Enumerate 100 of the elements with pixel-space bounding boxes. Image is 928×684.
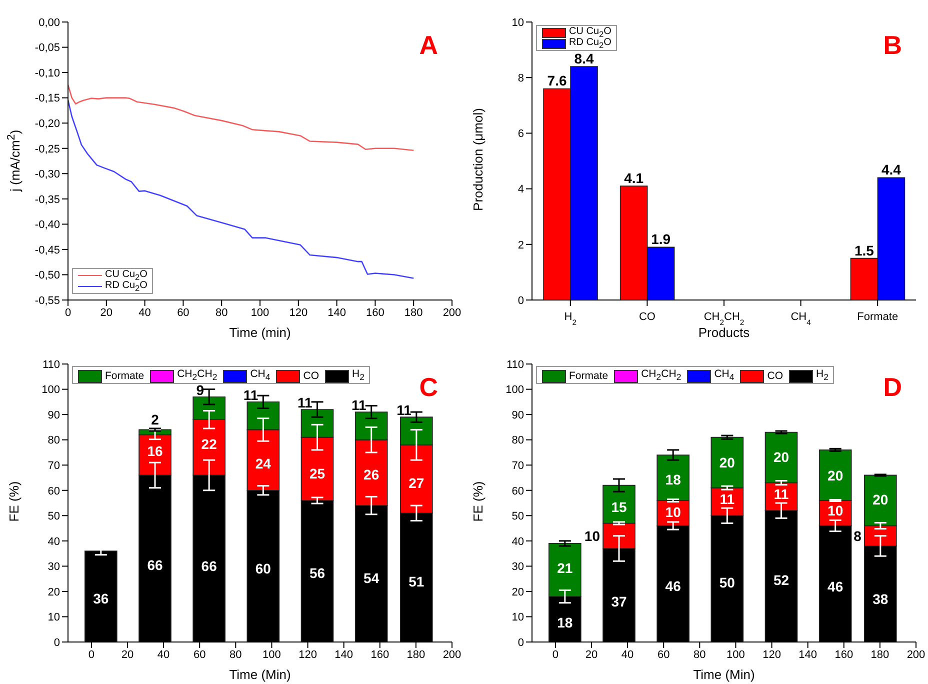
x-tick-label: 20	[585, 648, 598, 661]
y-tick-label: 70	[48, 460, 60, 472]
y-tick-label: -0,55	[34, 294, 60, 307]
data-label: 18	[665, 472, 682, 488]
legend-label: H$_{2}$	[816, 368, 828, 382]
annotation: B	[883, 30, 902, 61]
y-tick-label: -0,15	[34, 92, 60, 105]
data-label: 4.4	[881, 162, 902, 178]
y-tick-label: 90	[512, 409, 524, 422]
x-tick-label: 180	[870, 648, 890, 661]
y-tick-label: 0	[518, 294, 524, 307]
legend-label: RD Cu$_{2}$O	[569, 36, 612, 50]
x-tick-label: 160	[370, 648, 390, 661]
x-tick-label: 60	[657, 648, 670, 661]
data-label: 22	[201, 436, 218, 452]
legend-label: RD Cu$_{2}$O	[105, 280, 148, 292]
y-tick-label: -0,05	[34, 42, 60, 54]
y-tick-label: -0,30	[34, 168, 60, 181]
y-tick-label: 100	[42, 384, 60, 396]
x-tick-label: 200	[442, 648, 462, 661]
x-tick-label: 140	[328, 306, 346, 319]
legend-label: CO	[767, 370, 783, 382]
y-tick-label: 30	[512, 561, 524, 574]
legend-label: CU Cu$_{2}$O	[569, 26, 612, 38]
legend-label: CO	[303, 370, 319, 382]
data-label: 60	[255, 560, 272, 576]
data-label: 8	[854, 528, 862, 544]
data-label: 37	[611, 594, 627, 610]
x-tick-label: 100	[726, 648, 745, 661]
data-label: 21	[557, 560, 573, 576]
data-label: 11	[720, 490, 735, 507]
x-tick-label: 120	[298, 648, 317, 661]
data-label: 18	[557, 614, 573, 630]
data-label: 11	[352, 397, 367, 414]
legend-label: Formate	[569, 370, 608, 382]
line-series	[68, 84, 414, 152]
annotation: A	[419, 30, 438, 61]
data-label: 10	[584, 528, 600, 544]
x-tick-label: 120	[289, 306, 308, 319]
legend-label: H$_{2}$	[352, 368, 364, 382]
data-label: 66	[147, 556, 163, 573]
x-tick-label: Formate	[857, 311, 898, 323]
legend-label: CH$_{4}$	[714, 368, 734, 382]
data-label: 20	[719, 454, 736, 471]
y-tick-label: 20	[48, 586, 60, 598]
data-label: 9	[196, 382, 204, 398]
y-tick-label: 2	[518, 239, 524, 252]
data-label: 56	[309, 564, 326, 581]
y-axis-title: FE (%)	[470, 480, 486, 524]
data-label: 20	[872, 491, 888, 508]
data-label: 10	[665, 504, 682, 520]
data-label: 38	[872, 591, 888, 608]
x-tick-label: 20	[100, 306, 113, 319]
data-label: 11	[774, 486, 789, 502]
data-label: 46	[665, 578, 682, 594]
x-tick-label: 0	[552, 648, 558, 661]
data-label: 10	[828, 502, 844, 519]
x-tick-label: 80	[215, 306, 228, 319]
x-tick-label: 140	[334, 648, 354, 661]
x-tick-label: 40	[621, 648, 634, 661]
data-label: 7.6	[547, 72, 567, 89]
data-label: 8.4	[574, 50, 594, 66]
x-tick-label: 100	[262, 648, 281, 661]
y-tick-label: 110	[506, 358, 524, 371]
data-label: 11	[243, 386, 258, 403]
data-label: 25	[309, 466, 326, 482]
x-tick-label: 200	[442, 306, 462, 319]
y-tick-label: 60	[512, 485, 524, 498]
y-tick-label: 80	[48, 434, 60, 447]
data-label: 1.9	[651, 231, 671, 248]
data-label: 50	[719, 574, 736, 591]
data-label: 27	[408, 474, 424, 491]
y-tick-label: 0	[54, 636, 60, 649]
x-tick-label: CH$_{4}$	[790, 311, 812, 326]
y-tick-label: 70	[512, 460, 524, 472]
data-label: 46	[828, 578, 844, 595]
y-tick-label: 60	[48, 485, 60, 498]
y-tick-label: 0,00	[38, 16, 60, 29]
data-label: 52	[773, 572, 790, 588]
x-axis-title: Products	[697, 325, 751, 340]
x-tick-label: 60	[177, 306, 190, 319]
y-tick-label: 8	[518, 72, 524, 85]
y-tick-label: 110	[42, 358, 60, 371]
x-tick-label: 180	[406, 648, 426, 661]
annotation: D	[883, 372, 902, 403]
legend-label: CU Cu$_{2}$O	[105, 268, 148, 282]
annotation: C	[419, 372, 438, 403]
y-axis-title: Production (μmol)	[470, 107, 486, 213]
x-tick-label: 160	[834, 648, 854, 661]
x-tick-label: 180	[404, 306, 423, 319]
x-tick-label: 40	[138, 306, 151, 319]
x-tick-label: 0	[88, 648, 94, 661]
y-tick-label: 10	[512, 16, 524, 29]
y-tick-label: 80	[512, 434, 524, 447]
y-tick-label: 4	[518, 184, 524, 196]
data-label: 11	[396, 402, 412, 418]
x-axis-title: Time (Min)	[228, 667, 292, 682]
data-label: 11	[297, 394, 312, 410]
data-label: 16	[147, 442, 163, 459]
x-tick-label: 0	[64, 306, 72, 319]
